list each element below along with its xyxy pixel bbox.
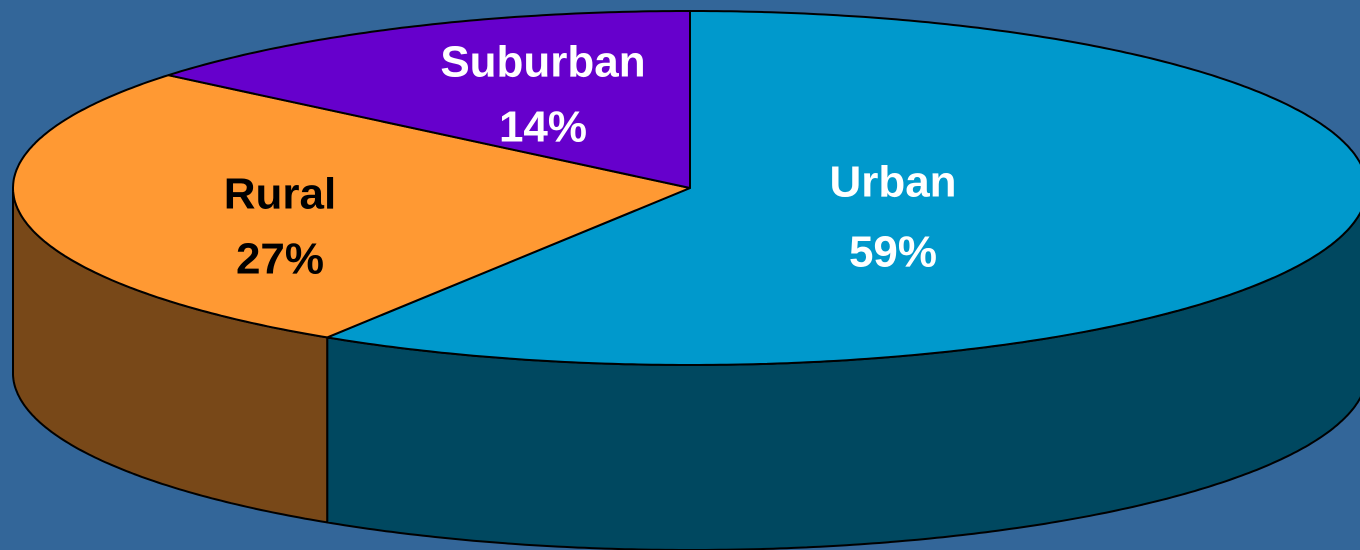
slice-value-label: 27% xyxy=(236,235,324,284)
slice-value-label: 59% xyxy=(849,228,937,277)
slice-name-label: Urban xyxy=(829,158,956,207)
slice-name-label: Rural xyxy=(224,170,336,219)
pie-labels: Urban 59% Rural 27% Suburban 14% xyxy=(224,38,957,284)
pie-slice xyxy=(326,10,1360,366)
pie-slice xyxy=(167,10,691,189)
slice-name-label: Suburban xyxy=(440,38,645,87)
pie-slice xyxy=(12,74,691,339)
slice-value-label: 14% xyxy=(499,103,587,152)
pie-tops xyxy=(12,10,1360,366)
